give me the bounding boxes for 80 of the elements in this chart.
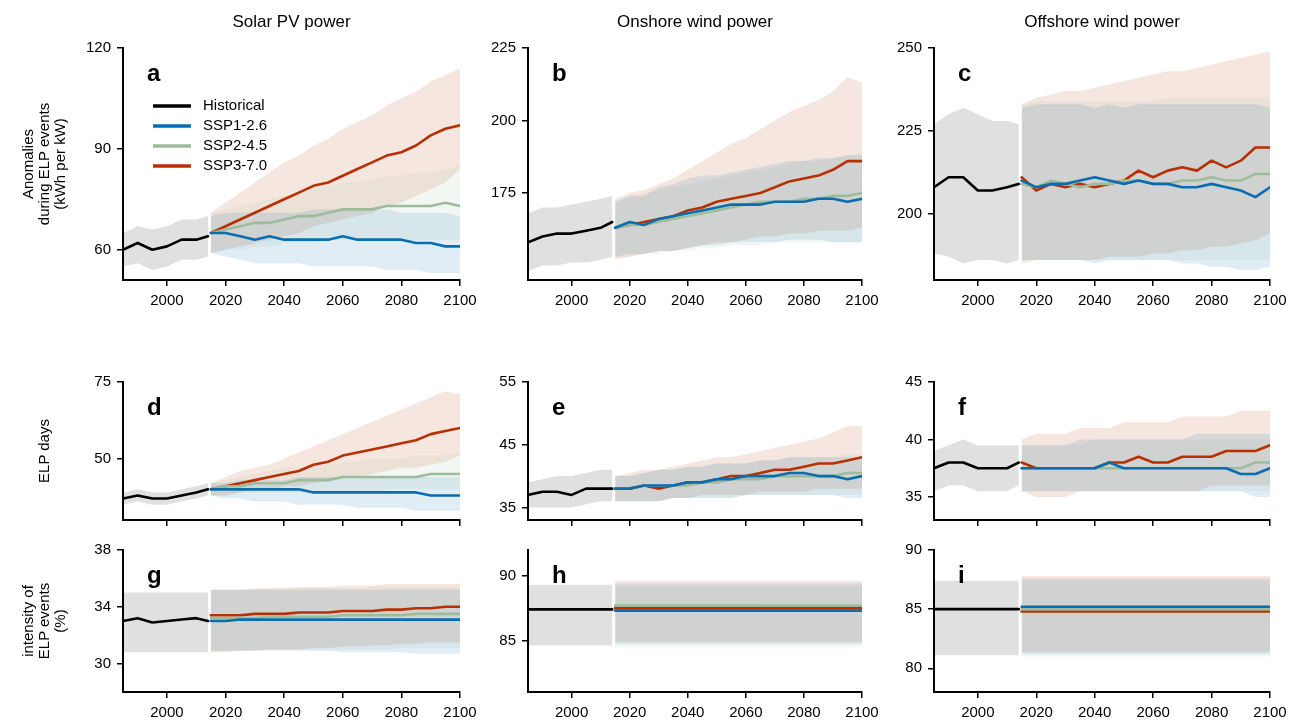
- x-tick-label: 2000: [554, 291, 589, 309]
- x-tick-label: 2080: [384, 291, 419, 309]
- annotation: h: [552, 560, 567, 588]
- x-tick-label: 2080: [1194, 291, 1229, 309]
- annotation: c: [958, 58, 972, 86]
- y-tick-label: 200: [896, 203, 922, 221]
- y-tick-label: 90: [94, 139, 111, 157]
- y-tick-label: 45: [905, 372, 922, 390]
- y-tick-label: 225: [896, 121, 922, 138]
- annotation: f: [958, 392, 967, 420]
- y-tick-label: 175: [490, 183, 516, 201]
- y-tick-label: 85: [499, 630, 516, 648]
- y-tick-label: 225: [490, 38, 516, 56]
- x-tick-label: 2000: [150, 703, 184, 721]
- x-tick-label: 2080: [787, 703, 821, 721]
- x-tick-label: 2000: [961, 291, 995, 309]
- x-tick-label: 2040: [1078, 291, 1112, 309]
- y-tick-label: 250: [896, 38, 922, 56]
- y-tick-label: 200: [490, 110, 516, 128]
- x-tick-label: 2020: [208, 291, 243, 309]
- y-tick-label: 90: [499, 565, 516, 583]
- x-tick-label: 2000: [554, 703, 589, 721]
- x-tick-label: 2040: [267, 703, 301, 721]
- y-tick-label: 120: [85, 38, 111, 56]
- annotation: e: [552, 392, 566, 420]
- x-tick-label: 2060: [1136, 291, 1170, 309]
- y-axis-title: intensity of ELP events (%): [19, 582, 69, 660]
- annotation: b: [552, 58, 567, 86]
- legend-label: Historical: [203, 96, 265, 114]
- y-tick-label: 35: [905, 487, 922, 505]
- x-tick-label: 2060: [1136, 703, 1170, 721]
- y-tick-label: 30: [94, 653, 111, 671]
- y-tick-label: 35: [499, 497, 516, 515]
- annotation: g: [147, 560, 162, 588]
- x-tick-label: 2080: [384, 703, 419, 721]
- y-tick-label: 60: [94, 239, 111, 257]
- legend-label: SSP2-4.5: [203, 136, 268, 154]
- x-tick-label: 2020: [1019, 703, 1053, 721]
- y-tick-label: 90: [905, 540, 922, 558]
- x-tick-label: 2040: [267, 291, 301, 309]
- x-tick-label: 2020: [208, 703, 243, 721]
- y-tick-label: 75: [94, 372, 111, 390]
- chart-title: Solar PV power: [232, 11, 351, 31]
- x-tick-label: 2080: [1194, 703, 1229, 721]
- x-tick-label: 2080: [787, 291, 821, 309]
- y-tick-label: 80: [905, 658, 922, 676]
- x-tick-label: 2100: [845, 291, 879, 309]
- x-tick-label: 2100: [845, 703, 879, 721]
- x-tick-label: 2060: [729, 703, 763, 721]
- x-tick-label: 2100: [1253, 291, 1287, 309]
- y-tick-label: 50: [94, 448, 111, 466]
- annotation: d: [147, 392, 162, 420]
- x-tick-label: 2000: [150, 291, 184, 309]
- y-axis-title: ELP days: [35, 419, 53, 483]
- legend-label: SSP3-7.0: [203, 156, 268, 174]
- x-tick-label: 2040: [671, 291, 705, 309]
- annotation: a: [147, 58, 161, 86]
- x-tick-label: 2020: [1019, 291, 1053, 309]
- x-tick-label: 2020: [612, 703, 647, 721]
- y-tick-label: 55: [499, 372, 516, 390]
- x-tick-label: 2060: [326, 703, 360, 721]
- legend-label: SSP1-2.6: [203, 116, 268, 134]
- x-tick-label: 2040: [1078, 703, 1112, 721]
- chart-title: Offshore wind power: [1024, 11, 1181, 31]
- y-axis-title: Anomalies during ELP events (kWh per kW): [19, 102, 69, 226]
- x-tick-label: 2100: [443, 291, 477, 309]
- x-tick-label: 2100: [443, 703, 477, 721]
- y-tick-label: 40: [905, 429, 922, 447]
- x-tick-label: 2020: [612, 291, 647, 309]
- x-tick-label: 2060: [326, 291, 360, 309]
- y-tick-label: 34: [94, 596, 111, 614]
- y-tick-label: 85: [905, 599, 922, 617]
- y-tick-label: 38: [94, 540, 111, 558]
- x-tick-label: 2000: [961, 703, 995, 721]
- x-tick-label: 2060: [729, 291, 763, 309]
- y-tick-label: 45: [499, 434, 516, 452]
- annotation: i: [958, 560, 965, 588]
- x-tick-label: 2040: [671, 703, 705, 721]
- chart-title: Onshore wind power: [617, 11, 774, 31]
- x-tick-label: 2100: [1253, 703, 1287, 721]
